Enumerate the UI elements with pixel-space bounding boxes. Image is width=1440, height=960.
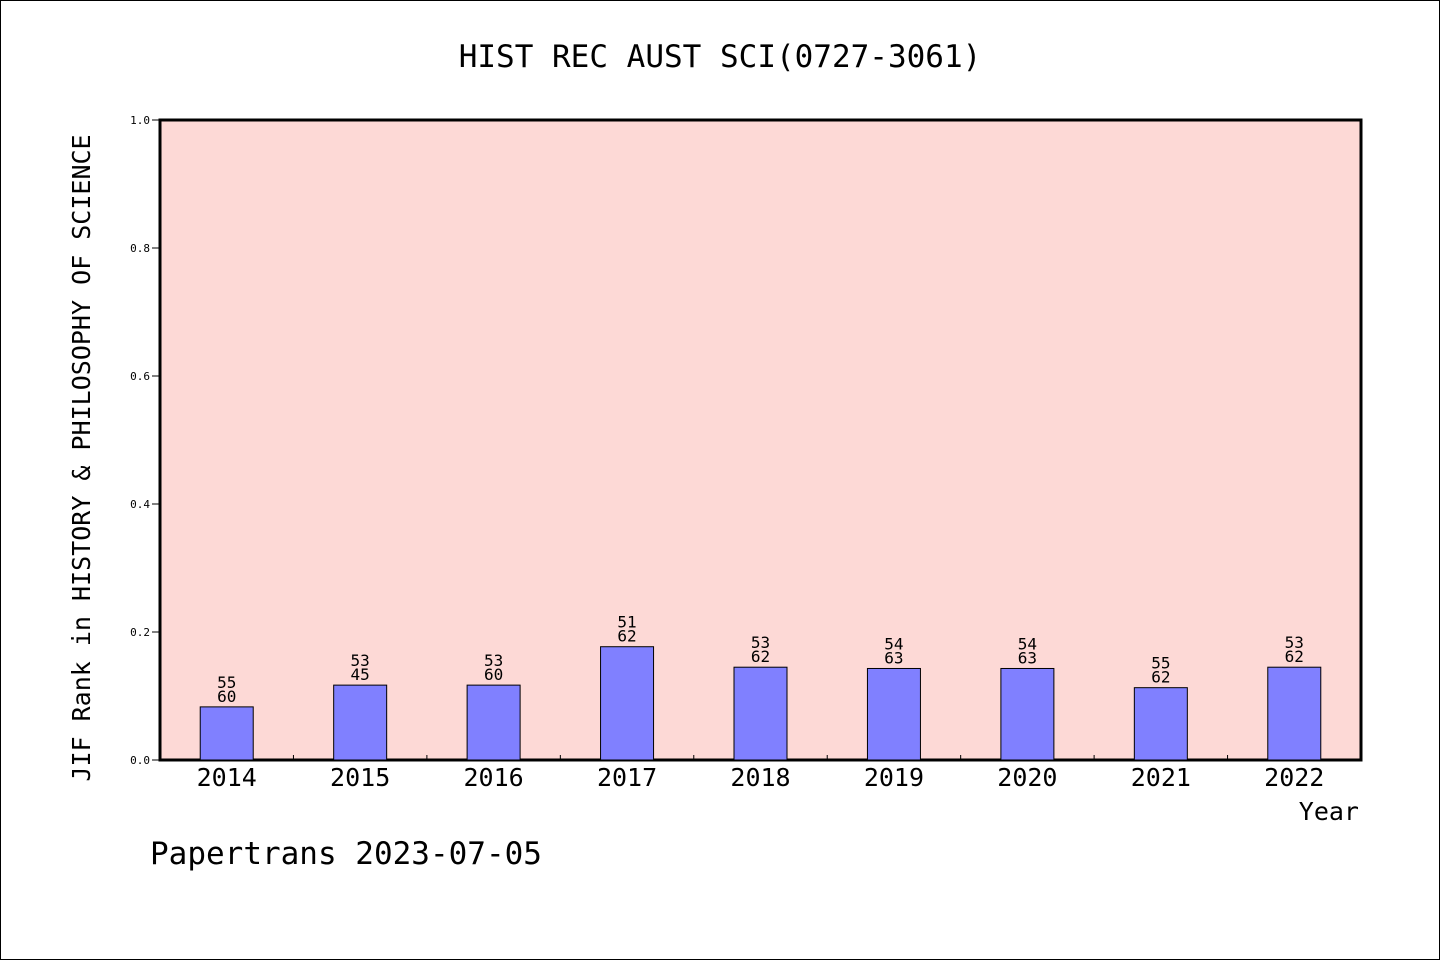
x-tick-label: 2016 [464, 763, 524, 792]
x-tick-label: 2020 [997, 763, 1057, 792]
x-tick-label: 2018 [730, 763, 790, 792]
y-tick-label: 0.0 [130, 754, 150, 767]
bar-2016 [466, 684, 521, 761]
y-axis: 0.0 0.2 0.4 0.6 0.8 1.0 [130, 114, 160, 767]
x-tick-label: 2014 [197, 763, 257, 792]
total-label: 62 [617, 627, 636, 646]
bar-2021 [1133, 687, 1188, 761]
x-tick-label: 2019 [864, 763, 924, 792]
rank-label: 53 [484, 651, 503, 670]
plot-area [158, 118, 1363, 762]
x-axis-label: Year [1299, 797, 1359, 826]
y-tick-label: 0.6 [130, 370, 150, 383]
y-tick-label: 1.0 [130, 114, 150, 127]
x-tick-label: 2017 [597, 763, 657, 792]
rank-label: 55 [1151, 654, 1170, 673]
bars [199, 646, 1322, 761]
chart-title: HIST REC AUST SCI(0727-3061) [459, 39, 982, 75]
rank-label: 54 [884, 634, 903, 653]
total-label: 60 [484, 665, 503, 684]
rank-label: 53 [1285, 633, 1304, 652]
total-label: 63 [1018, 648, 1037, 667]
y-tick-label: 0.4 [130, 498, 150, 511]
bar-2018 [733, 666, 788, 761]
y-tick-label: 0.2 [130, 626, 150, 639]
x-tick-label: 2021 [1131, 763, 1191, 792]
total-label: 60 [217, 687, 236, 706]
rank-label: 51 [617, 613, 636, 632]
y-axis-label: JIF Rank in HISTORY & PHILOSOPHY OF SCIE… [67, 134, 96, 781]
bar-2017 [600, 646, 655, 761]
x-tick-label: 2022 [1264, 763, 1324, 792]
total-label: 63 [884, 648, 903, 667]
total-label: 45 [351, 665, 370, 684]
x-axis: 2014 2015 2016 2017 2018 2019 2020 2021 2022 [197, 755, 1324, 792]
y-tick-label: 0.8 [130, 242, 150, 255]
rank-label: 53 [351, 651, 370, 670]
bar-2015 [333, 684, 388, 761]
rank-label: 54 [1018, 634, 1037, 653]
bar-2014 [199, 706, 254, 761]
bar-2020 [1000, 667, 1055, 761]
total-label: 62 [1151, 668, 1170, 687]
total-label: 62 [751, 647, 770, 666]
total-label: 62 [1285, 647, 1304, 666]
bar-2019 [866, 667, 921, 761]
rank-label: 55 [217, 673, 236, 692]
bar-2022 [1267, 666, 1322, 761]
rank-label: 53 [751, 633, 770, 652]
x-tick-label: 2015 [330, 763, 390, 792]
footer-text: Papertrans 2023-07-05 [150, 836, 542, 872]
